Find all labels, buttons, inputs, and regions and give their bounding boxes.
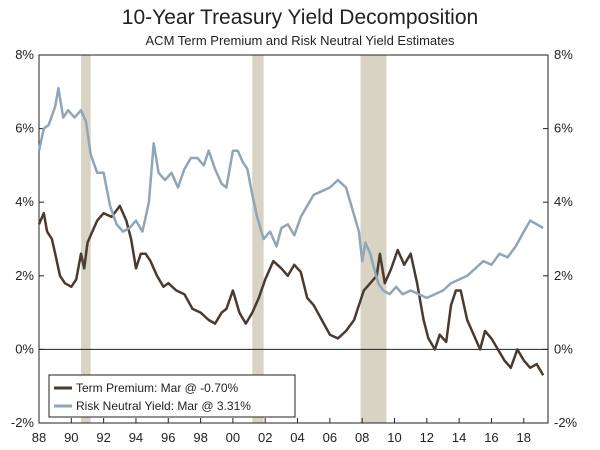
y-tick-label-left-5: 8%: [15, 47, 34, 62]
x-tick-label-4: 96: [161, 430, 175, 445]
y-tick-label-left-2: 2%: [15, 268, 34, 283]
y-tick-label-left-4: 6%: [15, 121, 34, 136]
series-line-0: [37, 204, 545, 376]
x-tick-label-10: 08: [355, 430, 369, 445]
x-tick-label-6: 00: [226, 430, 240, 445]
x-tick-label-7: 02: [258, 430, 272, 445]
x-tick-label-13: 14: [452, 430, 466, 445]
recession-band-0: [81, 55, 91, 423]
y-tick-label-right-2: 2%: [554, 268, 573, 283]
x-tick-label-14: 16: [484, 430, 498, 445]
x-tick-label-11: 10: [387, 430, 401, 445]
plot-area-border: [38, 54, 549, 424]
legend-label-0: Term Premium: Mar @ -0.70%: [76, 381, 239, 395]
x-tick-label-8: 04: [290, 430, 304, 445]
recession-band-1: [252, 55, 264, 423]
y-tick-label-left-1: 0%: [15, 341, 34, 356]
y-tick-label-left-3: 4%: [15, 194, 34, 209]
chart-title: 10-Year Treasury Yield Decomposition: [121, 6, 479, 29]
y-tick-label-right-1: 0%: [554, 341, 573, 356]
series-line-1: [37, 86, 544, 300]
x-tick-label-12: 12: [420, 430, 434, 445]
y-tick-label-right-4: 6%: [554, 121, 573, 136]
x-tick-label-1: 90: [64, 430, 78, 445]
x-tick-label-15: 18: [517, 430, 531, 445]
chart-subtitle: ACM Term Premium and Risk Neutral Yield …: [145, 33, 455, 48]
y-tick-label-right-3: 4%: [554, 194, 573, 209]
x-tick-label-9: 06: [323, 430, 337, 445]
x-tick-label-2: 92: [96, 430, 110, 445]
y-tick-label-left-0: -2%: [11, 415, 35, 430]
y-tick-label-right-0: -2%: [554, 415, 578, 430]
x-tick-label-5: 98: [193, 430, 207, 445]
x-tick-label-3: 94: [129, 430, 143, 445]
y-tick-label-right-5: 8%: [554, 47, 573, 62]
legend-box: [48, 374, 296, 418]
legend-label-1: Risk Neutral Yield: Mar @ 3.31%: [76, 399, 251, 413]
recession-band-2: [360, 55, 387, 423]
x-tick-label-0: 88: [32, 430, 46, 445]
